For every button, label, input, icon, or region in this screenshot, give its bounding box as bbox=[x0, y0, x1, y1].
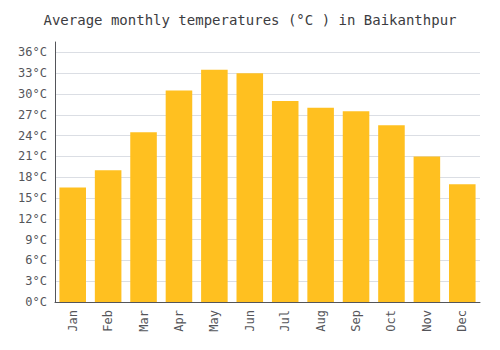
svg-text:0°C: 0°C bbox=[25, 295, 47, 309]
svg-text:Oct: Oct bbox=[384, 310, 398, 332]
svg-text:Feb: Feb bbox=[101, 310, 115, 332]
svg-text:15°C: 15°C bbox=[18, 191, 47, 205]
svg-text:Jul: Jul bbox=[278, 310, 292, 332]
svg-text:12°C: 12°C bbox=[18, 212, 47, 226]
svg-text:Jun: Jun bbox=[243, 310, 257, 332]
svg-text:21°C: 21°C bbox=[18, 149, 47, 163]
svg-text:Average monthly temperatures (: Average monthly temperatures (°C ) in Ba… bbox=[43, 12, 456, 28]
svg-text:Dec: Dec bbox=[455, 310, 469, 332]
svg-text:9°C: 9°C bbox=[25, 233, 47, 247]
svg-text:33°C: 33°C bbox=[18, 66, 47, 80]
svg-text:24°C: 24°C bbox=[18, 129, 47, 143]
svg-text:Nov: Nov bbox=[420, 310, 434, 332]
svg-text:Jan: Jan bbox=[66, 310, 80, 332]
svg-text:May: May bbox=[207, 310, 221, 332]
svg-text:Aug: Aug bbox=[314, 310, 328, 332]
svg-text:3°C: 3°C bbox=[25, 274, 47, 288]
svg-text:18°C: 18°C bbox=[18, 170, 47, 184]
svg-text:6°C: 6°C bbox=[25, 253, 47, 267]
svg-text:Mar: Mar bbox=[137, 310, 151, 332]
svg-text:27°C: 27°C bbox=[18, 108, 47, 122]
svg-text:36°C: 36°C bbox=[18, 45, 47, 59]
svg-text:Apr: Apr bbox=[172, 310, 186, 332]
svg-text:Sep: Sep bbox=[349, 310, 363, 332]
svg-text:30°C: 30°C bbox=[18, 87, 47, 101]
